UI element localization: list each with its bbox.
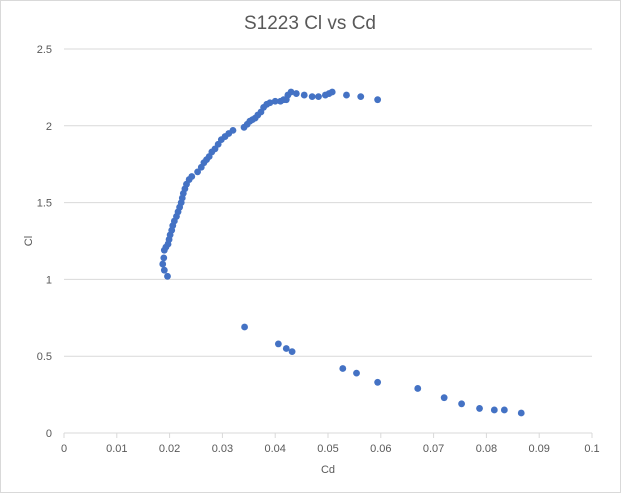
x-tick-label: 0.08 (476, 443, 497, 455)
y-tick-label: 1.5 (37, 198, 52, 210)
data-point (374, 96, 382, 104)
chart-title: S1223 Cl vs Cd (244, 13, 376, 34)
data-point (315, 93, 322, 101)
data-point (339, 365, 347, 372)
data-point (188, 173, 196, 180)
data-point (500, 406, 508, 414)
data-point (160, 254, 168, 262)
x-tick-label: 0.06 (370, 443, 391, 455)
data-point (274, 340, 282, 348)
axes (63, 432, 593, 438)
data-point (287, 88, 295, 96)
data-point (414, 385, 422, 392)
gridlines (64, 48, 592, 357)
data-point (288, 348, 296, 355)
x-axis-title: Cd (321, 464, 335, 476)
data-point (282, 345, 290, 352)
x-tick-label: 0.02 (159, 443, 180, 455)
data-point (357, 93, 365, 101)
x-tick-label: 0.03 (212, 443, 233, 455)
x-tick-label: 0 (61, 443, 67, 455)
data-point (300, 91, 308, 99)
data-point (353, 369, 360, 377)
x-tick-label: 0.1 (584, 443, 599, 455)
y-tick-label: 2.5 (37, 44, 52, 56)
y-tick-label: 1 (46, 274, 52, 286)
data-point (476, 405, 483, 412)
tick-labels: 0 0.5 1 1.5 2 2.5 0 0.01 0.02 0.03 0.04 0.05 0.06 0.0… (37, 44, 600, 455)
data-point (374, 378, 382, 386)
data-point (194, 168, 201, 176)
data-point (164, 272, 171, 280)
data-point (160, 266, 168, 274)
data-point (271, 97, 279, 105)
y-tick-label: 2 (46, 121, 52, 133)
data-point (229, 127, 237, 134)
y-axis-title: Cl (23, 236, 35, 246)
data-point (440, 394, 448, 402)
y-tick-label: 0 (46, 428, 52, 440)
data-point (241, 323, 248, 331)
data-point (517, 409, 525, 417)
data-point (458, 400, 465, 408)
data-point (343, 91, 350, 99)
x-tick-label: 0.01 (106, 443, 127, 455)
data-point (266, 99, 274, 107)
data-point (328, 88, 336, 96)
data-point (292, 90, 300, 97)
data-point (490, 406, 498, 414)
data-points (159, 88, 525, 417)
data-point (308, 93, 316, 101)
data-point (159, 260, 167, 268)
y-tick-label: 0.5 (37, 351, 52, 363)
x-tick-label: 0.04 (264, 443, 285, 455)
x-tick-label: 0.05 (317, 443, 338, 455)
x-tick-label: 0.09 (528, 443, 549, 455)
x-tick-label: 0.07 (423, 443, 444, 455)
